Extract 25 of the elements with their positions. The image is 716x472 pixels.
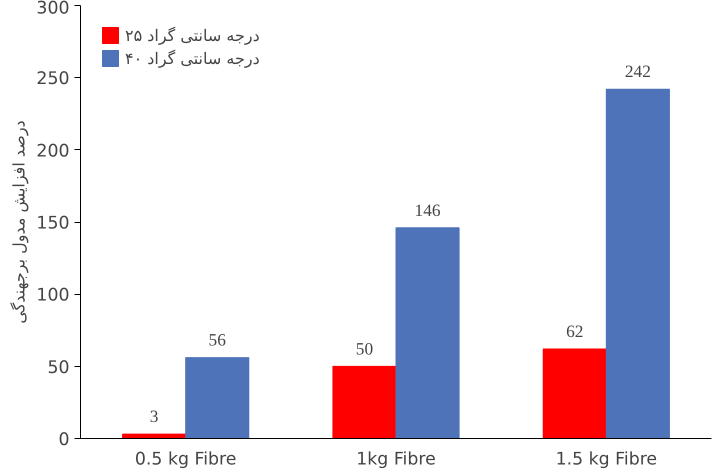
data-label: 3 <box>150 407 158 426</box>
data-label: 242 <box>624 62 651 82</box>
y-tick-label: 0 <box>58 430 70 450</box>
data-label: 62 <box>566 322 584 342</box>
bar <box>185 357 250 438</box>
bar <box>542 348 607 438</box>
y-tick-label: 250 <box>36 69 70 90</box>
bar <box>396 227 460 438</box>
legend-label: ۲۵ درجه سانتی گراد <box>125 26 260 44</box>
y-axis-title: درصد افزایش مدول برجهندگی <box>9 120 28 324</box>
data-label: 146 <box>414 200 441 220</box>
bar <box>122 434 186 438</box>
x-tick-label: 0.5 kg Fibre <box>134 450 236 470</box>
y-tick-label: 200 <box>36 141 70 162</box>
y-tick-label: 150 <box>36 214 70 234</box>
legend-label: ۴۰ درجه سانتی گراد <box>125 48 260 68</box>
y-tick-label: 50 <box>47 358 70 378</box>
x-tick-label: 1kg Fibre <box>356 450 436 470</box>
y-tick-label: 100 <box>36 286 70 306</box>
x-tick-label: 1.5 kg Fibre <box>556 450 658 470</box>
bar <box>332 366 396 438</box>
y-tick-label: 300 <box>36 0 70 18</box>
data-label: 56 <box>208 330 226 350</box>
bar <box>606 88 670 438</box>
data-label: 50 <box>356 339 374 358</box>
